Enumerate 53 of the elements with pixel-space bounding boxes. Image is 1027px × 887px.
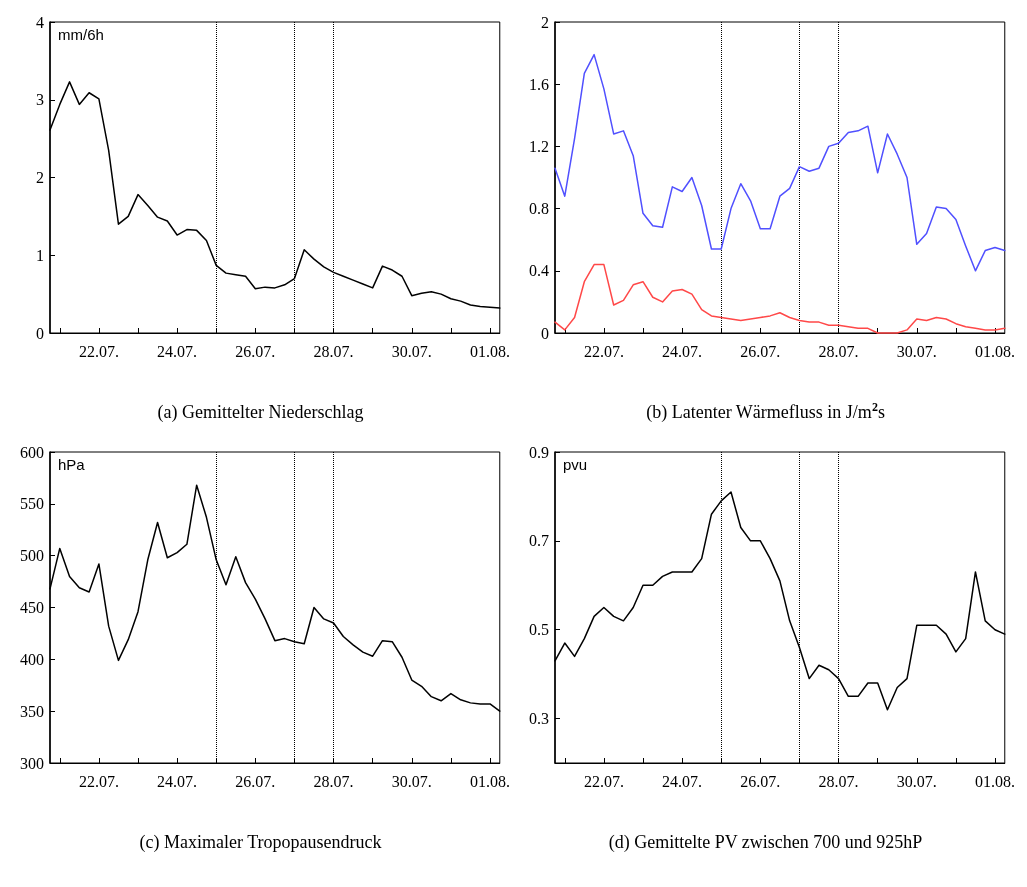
- line-series: [554, 53, 1006, 272]
- x-tick-label: 26.07.: [235, 342, 276, 360]
- y-tick-label: 550: [20, 495, 44, 513]
- x-tick-label: 01.08.: [470, 772, 510, 790]
- x-tick-label: 30.07.: [391, 772, 432, 790]
- y-axis-title: mm/6h: [58, 26, 104, 43]
- y-tick-label: 0: [541, 324, 549, 342]
- y-tick-label: 600: [20, 443, 44, 461]
- y-tick-label: 0.7: [529, 532, 549, 550]
- x-tick-label: 30.07.: [391, 342, 432, 360]
- y-tick-label: 0.5: [529, 621, 549, 639]
- y-tick-label: 2: [541, 13, 549, 31]
- x-tick-label: 26.07.: [235, 772, 276, 790]
- y-tick-label: 350: [20, 702, 44, 720]
- y-tick-label: 0.3: [529, 710, 549, 728]
- y-tick-label: 0.4: [529, 262, 549, 280]
- x-tick-label: 22.07.: [78, 342, 119, 360]
- y-axis-title: pvu: [563, 456, 588, 473]
- y-tick-label: 400: [20, 650, 44, 668]
- x-tick-label: 22.07.: [78, 772, 119, 790]
- text: (d) Gemittelte PV zwischen 700 und 925hP: [608, 832, 923, 853]
- x-tick-label: 22.07.: [583, 772, 624, 790]
- x-tick-label: 28.07.: [313, 342, 354, 360]
- text: (a) Gemittelter Niederschlag: [157, 402, 364, 423]
- x-tick-label: 28.07.: [818, 772, 859, 790]
- y-tick-label: 1.6: [529, 75, 549, 93]
- y-tick-label: 1: [36, 246, 44, 264]
- y-tick-label: 0.9: [529, 443, 549, 461]
- x-tick-label: 01.08.: [470, 342, 510, 360]
- x-tick-label: 24.07.: [157, 772, 198, 790]
- x-tick-label: 30.07.: [896, 772, 937, 790]
- x-tick-label: 30.07.: [896, 342, 937, 360]
- x-tick-label: 24.07.: [662, 342, 703, 360]
- text: (c) Maximaler Tropopausendruck: [139, 832, 382, 853]
- y-tick-label: 500: [20, 547, 44, 565]
- y-tick-label: 2: [36, 169, 44, 186]
- x-tick-label: 28.07.: [313, 772, 354, 790]
- x-tick-label: 26.07.: [740, 342, 781, 360]
- y-tick-label: 0: [36, 324, 44, 342]
- x-tick-label: 22.07.: [583, 342, 624, 360]
- x-tick-label: 01.08.: [975, 342, 1015, 360]
- x-tick-label: 01.08.: [975, 772, 1015, 790]
- x-tick-label: 26.07.: [740, 772, 781, 790]
- x-tick-label: 28.07.: [818, 342, 859, 360]
- y-tick-label: 450: [20, 599, 44, 616]
- x-tick-label: 24.07.: [662, 772, 703, 790]
- x-tick-label: 24.07.: [157, 342, 198, 360]
- y-tick-label: 4: [36, 13, 44, 31]
- y-tick-label: 0.8: [529, 200, 549, 218]
- y-tick-label: 3: [36, 91, 44, 109]
- y-axis-title: hPa: [58, 456, 86, 473]
- y-tick-label: 300: [20, 754, 44, 772]
- y-tick-label: 1.2: [529, 137, 549, 155]
